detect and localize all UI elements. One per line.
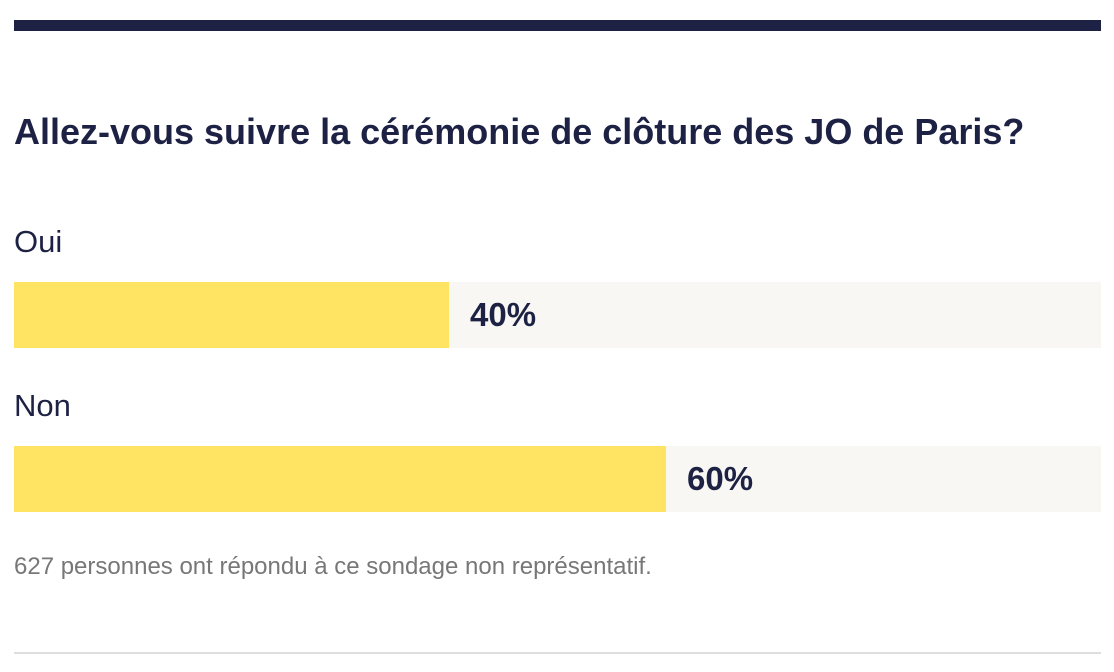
poll-question: Allez-vous suivre la cérémonie de clôtur… [14, 111, 1025, 152]
poll-result-bar: 40% [14, 282, 1101, 348]
poll-footnote: 627 personnes ont répondu à ce sondage n… [14, 553, 652, 580]
poll-result-bar-fill [14, 446, 666, 512]
poll-result-percent: 40% [470, 296, 537, 333]
poll-result-percent: 60% [687, 460, 754, 497]
poll-option-label: Non [14, 388, 71, 423]
poll-option-non: Non 60% [14, 386, 1101, 512]
top-divider [14, 20, 1101, 31]
poll-result-bar: 60% [14, 446, 1101, 512]
poll-option-label: Oui [14, 224, 63, 259]
poll-option-oui: Oui 40% [14, 222, 1101, 348]
bottom-divider [14, 652, 1101, 654]
poll-result-bar-fill [14, 282, 449, 348]
